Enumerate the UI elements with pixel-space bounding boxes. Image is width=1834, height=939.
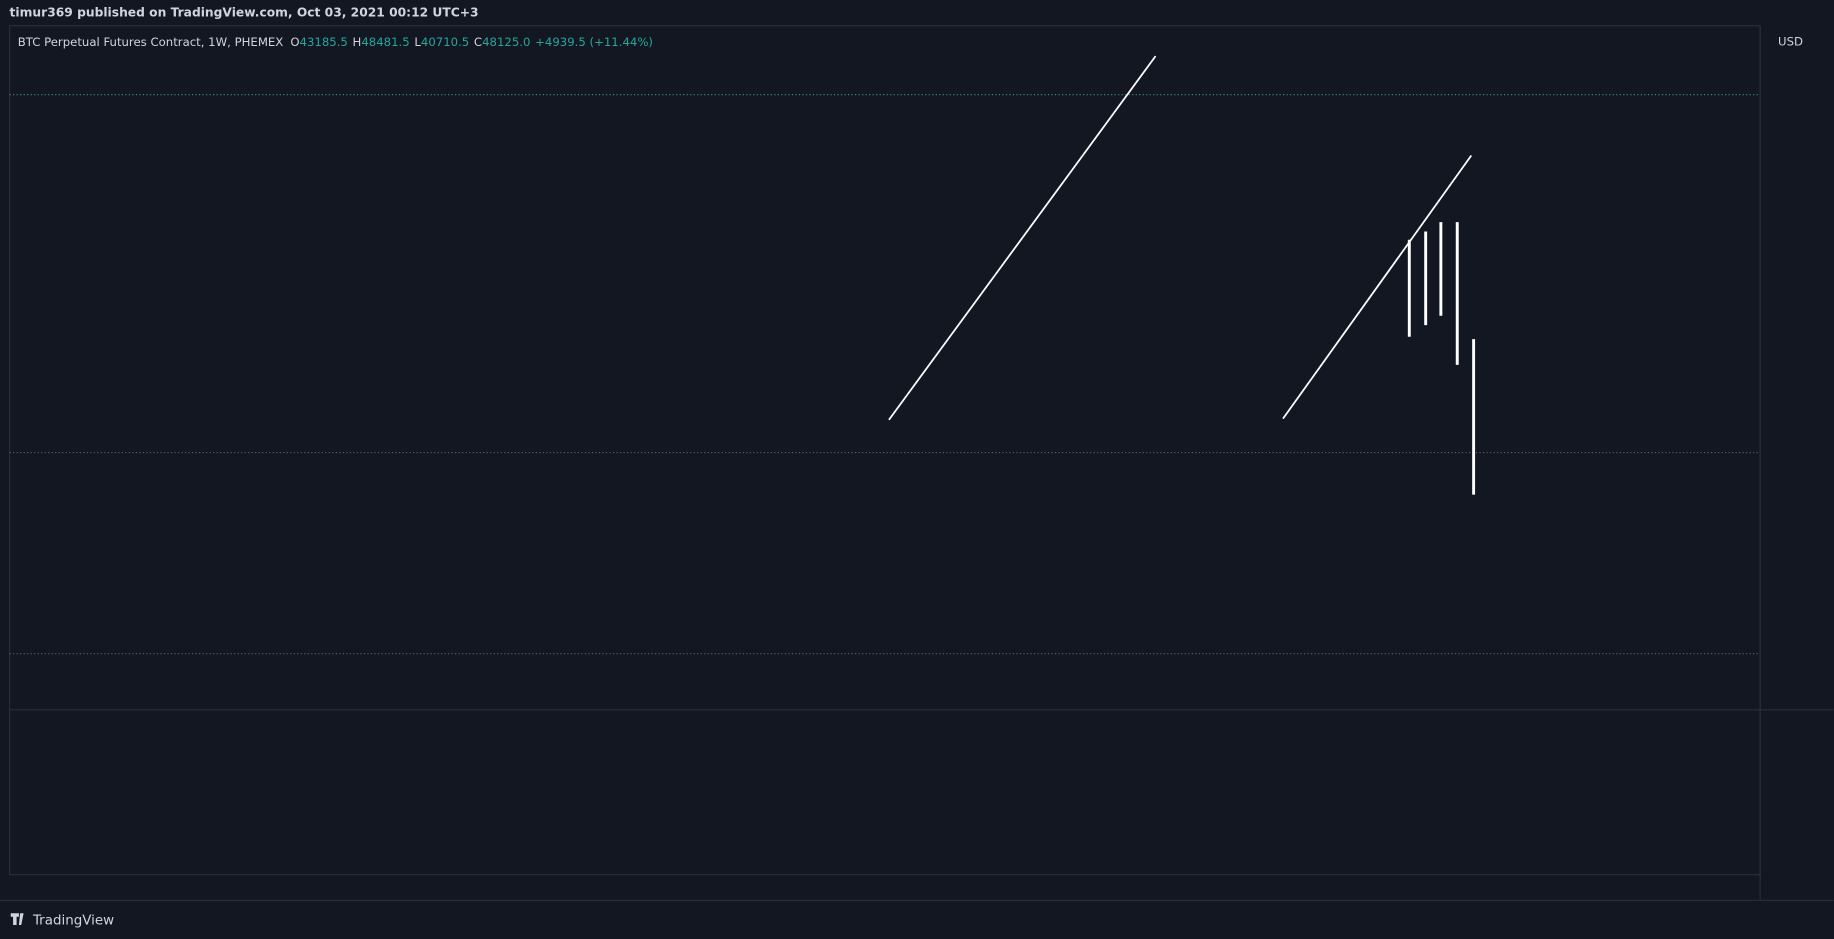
- ohlc-value: 48125.0: [482, 35, 530, 49]
- change: +4939.5 (+11.44%): [535, 35, 653, 49]
- ohlc-key: C: [474, 35, 482, 49]
- drawings: [9, 55, 1761, 655]
- currency: USD: [1778, 35, 1803, 49]
- ohlc-value: 40710.5: [421, 35, 469, 49]
- logo: [10, 913, 24, 925]
- published-line: timur369 published on TradingView.com, O…: [10, 5, 479, 19]
- ohlc-value: 48481.5: [361, 35, 409, 49]
- ohlc-key: O: [290, 35, 299, 49]
- ohlc-value: 43185.5: [300, 35, 348, 49]
- brand-name: TradingView: [32, 913, 114, 928]
- ohlc-key: L: [414, 35, 421, 49]
- trend-line: [1282, 155, 1472, 420]
- legend: BTC Perpetual Futures Contract, 1W, PHEM…: [18, 35, 653, 49]
- brand: TradingView: [10, 913, 114, 928]
- symbol-title: BTC Perpetual Futures Contract, 1W, PHEM…: [18, 35, 284, 49]
- trend-line: [888, 55, 1157, 421]
- ohlc-key: H: [353, 35, 362, 49]
